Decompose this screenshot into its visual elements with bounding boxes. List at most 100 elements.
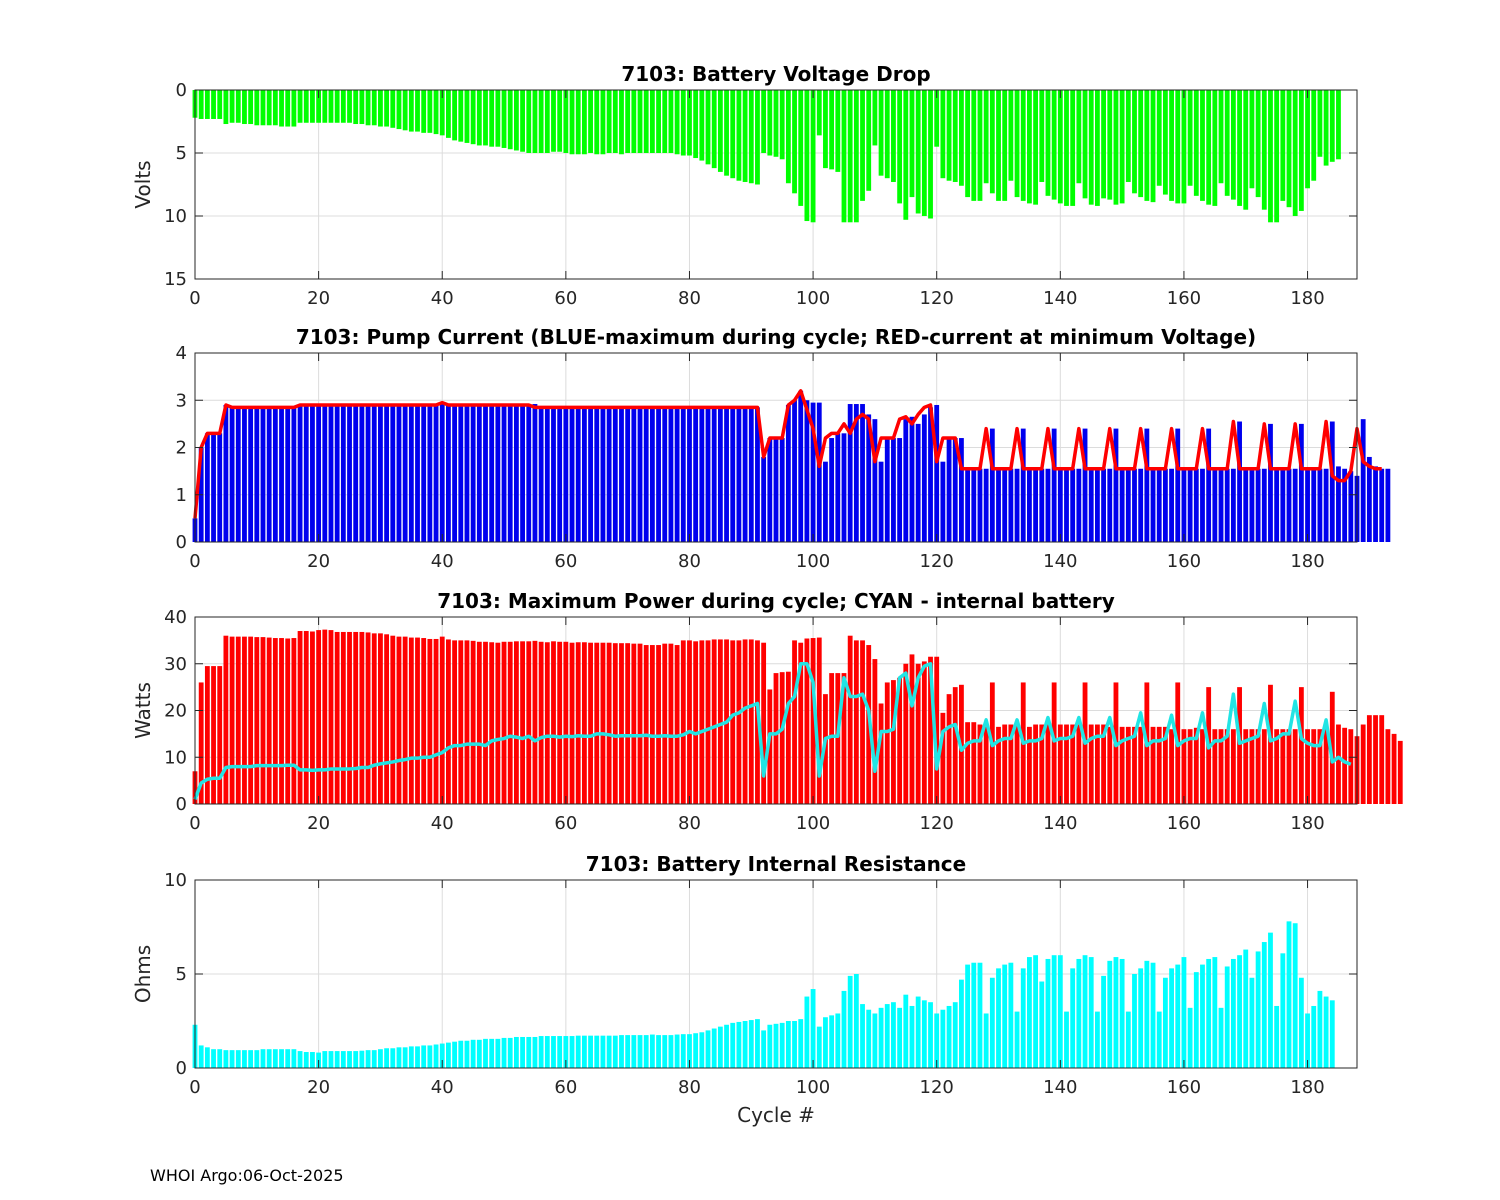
bar [1280, 953, 1286, 1068]
bar [1268, 423, 1273, 543]
bar [959, 979, 964, 1068]
bar [705, 1030, 711, 1068]
bar [748, 407, 754, 542]
bar [365, 632, 371, 804]
bar [310, 1052, 315, 1068]
bar [1076, 724, 1082, 804]
x-tick-label: 60 [554, 1077, 577, 1098]
bar [1193, 90, 1199, 196]
bar [891, 90, 896, 182]
bar [612, 90, 618, 153]
bar [1243, 949, 1249, 1068]
bar [785, 671, 791, 804]
bar [359, 631, 365, 804]
series-line-2 [193, 662, 1352, 800]
bar [1224, 966, 1230, 1068]
bar [1274, 90, 1280, 223]
bar [1268, 932, 1273, 1068]
bar [1360, 419, 1366, 542]
bar [1268, 684, 1273, 804]
bar [724, 1024, 729, 1068]
bar [1348, 471, 1354, 543]
bar [1101, 90, 1106, 199]
bar [1280, 468, 1286, 542]
bar [1125, 468, 1131, 542]
bar [588, 90, 593, 153]
bar [662, 643, 668, 804]
bar [1175, 964, 1181, 1068]
bar [544, 1036, 550, 1068]
bar [575, 407, 581, 542]
bar [1181, 957, 1187, 1068]
bar [260, 1049, 266, 1068]
bar [340, 90, 346, 123]
bar [656, 645, 661, 804]
bar [773, 673, 779, 804]
x-axis-label: Cycle # [737, 1103, 815, 1127]
bar [285, 638, 291, 804]
x-tick-label: 180 [1290, 288, 1324, 309]
bar [1311, 90, 1317, 181]
bar [551, 407, 556, 542]
bar [1366, 715, 1372, 804]
bar [303, 1052, 309, 1068]
bar [489, 404, 495, 542]
bar [853, 974, 859, 1068]
bar [1237, 421, 1242, 542]
bar [235, 90, 241, 123]
bar [705, 640, 711, 805]
bar [717, 639, 723, 804]
bar [934, 1013, 940, 1068]
bar [680, 640, 686, 805]
bar [767, 689, 773, 804]
bar [946, 694, 952, 804]
bar [1064, 1011, 1069, 1068]
bar [989, 90, 995, 194]
y-tick-label: 15 [164, 269, 187, 290]
bar [334, 404, 340, 542]
bar [458, 90, 464, 142]
bar [378, 90, 383, 127]
bar [767, 1024, 773, 1068]
bar [662, 90, 668, 153]
bar [1373, 715, 1378, 804]
bar [730, 407, 736, 542]
bar [594, 642, 600, 804]
bar [291, 90, 297, 127]
bar [649, 645, 655, 804]
bar [415, 90, 420, 132]
bar [1193, 972, 1199, 1068]
bar [761, 1030, 767, 1068]
bar [810, 989, 816, 1068]
bar [1255, 951, 1261, 1068]
bar [464, 640, 470, 805]
bar [1064, 468, 1069, 542]
bar [266, 90, 272, 126]
bar [1187, 468, 1193, 542]
bar [1144, 960, 1150, 1068]
bar [705, 90, 711, 165]
bar [1119, 726, 1125, 804]
bar [761, 642, 767, 804]
bar [433, 90, 439, 135]
bar [198, 90, 204, 119]
bar [303, 631, 309, 804]
bar [415, 637, 420, 804]
x-tick-label: 40 [431, 1077, 454, 1098]
bar [378, 404, 383, 542]
bar [884, 90, 890, 179]
bar [1255, 729, 1261, 804]
bar [779, 672, 785, 804]
bar [1027, 468, 1032, 542]
bar [353, 1051, 359, 1068]
bar [1014, 90, 1020, 198]
bar [687, 407, 692, 542]
bar [1107, 960, 1113, 1068]
bar [1317, 90, 1323, 157]
bar [971, 722, 977, 804]
bar [1212, 729, 1218, 804]
bar [711, 407, 717, 542]
bar [915, 423, 921, 543]
bar [235, 636, 241, 804]
bar [242, 90, 247, 125]
